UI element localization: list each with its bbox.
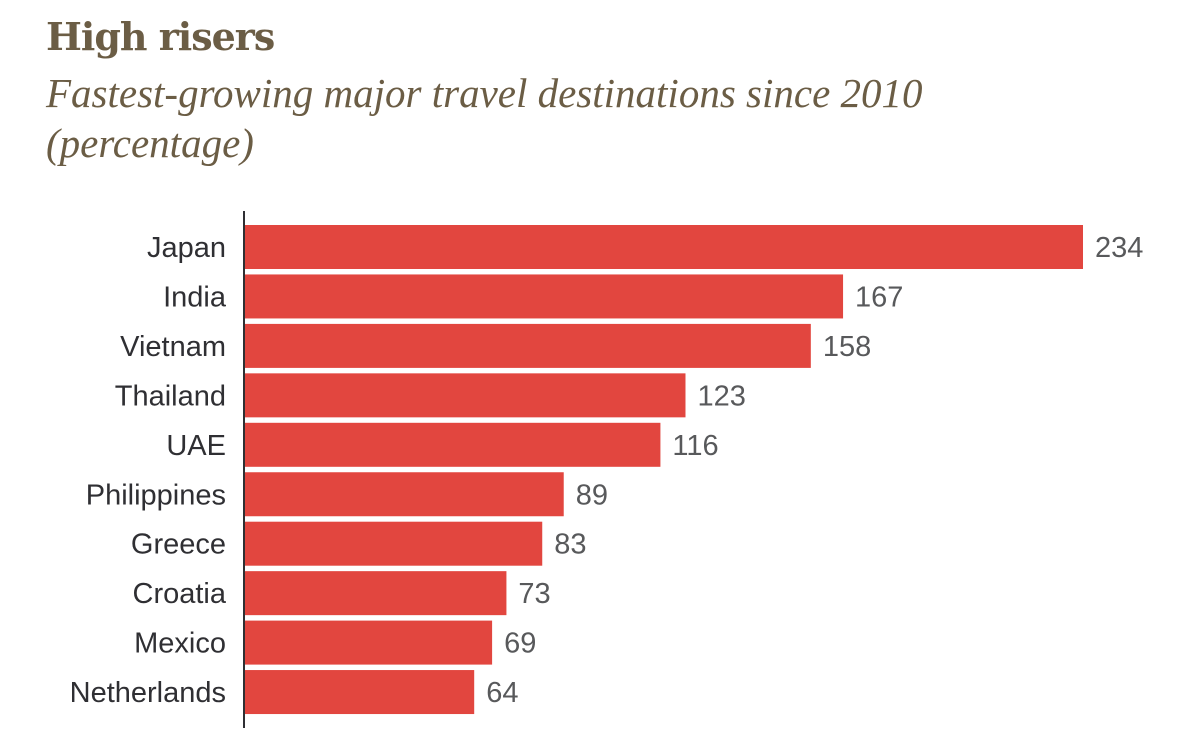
value-label: 116: [672, 430, 718, 462]
value-label: 64: [486, 677, 518, 709]
value-label: 83: [554, 529, 586, 561]
bar-japan: [245, 225, 1083, 269]
category-label: Japan: [147, 232, 226, 264]
bar-croatia: [245, 571, 507, 616]
bar-greece: [245, 521, 543, 566]
bar-vietnam: [245, 323, 811, 368]
category-label: Croatia: [133, 578, 227, 610]
bar-india: [245, 274, 844, 319]
value-label: 89: [576, 479, 608, 511]
value-label: 123: [697, 380, 745, 412]
value-label: 158: [823, 331, 871, 363]
bar-mexico: [245, 620, 493, 665]
value-label: 234: [1095, 232, 1143, 264]
category-label: Netherlands: [70, 677, 226, 709]
category-label: UAE: [166, 430, 226, 462]
category-label: Thailand: [115, 380, 226, 412]
category-label: Greece: [131, 529, 226, 561]
category-label: India: [163, 281, 227, 313]
category-label: Vietnam: [120, 331, 226, 363]
chart-subtitle: Fastest-growing major travel destination…: [46, 70, 923, 166]
bar-thailand: [245, 373, 686, 418]
bar-philippines: [245, 472, 564, 517]
value-label: 167: [855, 281, 903, 313]
category-label: Mexico: [134, 628, 226, 660]
chart-title: High risers: [46, 14, 275, 59]
bar-netherlands: [245, 670, 475, 715]
bars-group: Japan 234 India 167 Vietnam 158 Thailand 123 UAE…: [70, 225, 1143, 715]
value-label: 69: [504, 628, 536, 660]
bar-uae: [245, 422, 661, 467]
category-label: Philippines: [86, 479, 226, 511]
value-label: 73: [518, 578, 550, 610]
